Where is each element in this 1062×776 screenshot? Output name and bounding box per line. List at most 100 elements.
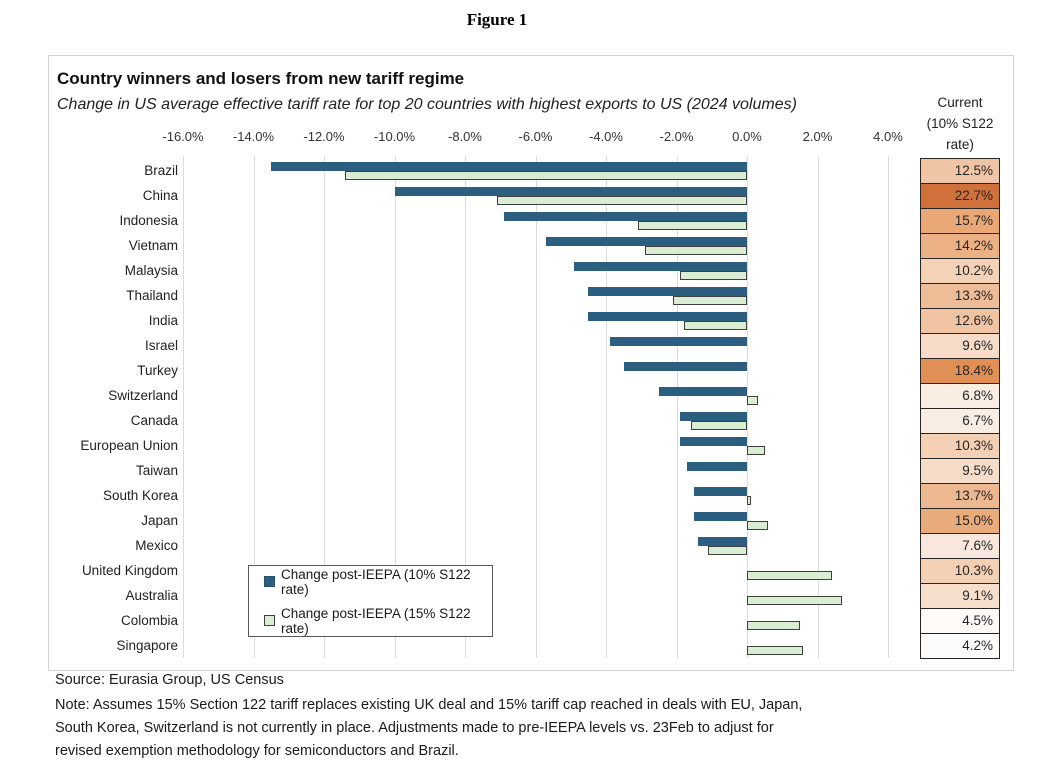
bar-15pct: [747, 621, 800, 630]
legend-label: Change post-IEEPA (10% S122 rate): [281, 566, 471, 597]
x-axis-tick-label: -8.0%: [448, 129, 482, 144]
bar-15pct: [747, 396, 758, 405]
bar-15pct: [683, 321, 747, 330]
bar-15pct: [672, 296, 747, 305]
rate-column-header-line: (10% S122: [926, 116, 994, 131]
rate-column-header-line: rate): [946, 137, 974, 152]
category-label: South Korea: [102, 488, 178, 503]
bar-10pct: [546, 237, 747, 246]
note-line: South Korea, Switzerland is not currentl…: [55, 720, 774, 736]
bar-15pct: [747, 446, 765, 455]
bar-10pct: [680, 437, 747, 446]
category-label: Indonesia: [119, 213, 178, 228]
bar-10pct: [574, 262, 747, 271]
gridline: [253, 156, 255, 658]
legend-entry: Change post-IEEPA (15% S122 rate): [264, 606, 492, 636]
gridline: [888, 156, 889, 658]
gridline: [324, 156, 325, 658]
bar-10pct: [503, 212, 747, 221]
category-label: Taiwan: [135, 463, 178, 478]
rate-cell: 13.7%: [920, 483, 1000, 509]
rate-cell: 18.4%: [920, 358, 1000, 384]
source-text: Source: Eurasia Group, US Census: [55, 672, 284, 688]
rate-cell: 22.7%: [920, 183, 1000, 209]
legend-swatch-green: [264, 615, 275, 626]
rate-cell: 4.2%: [920, 633, 1000, 659]
bar-10pct: [694, 487, 747, 496]
category-label: Colombia: [120, 613, 178, 628]
category-label: Australia: [125, 588, 178, 603]
bar-15pct: [747, 646, 804, 655]
rate-cell: 13.3%: [920, 283, 1000, 309]
bar-15pct: [496, 196, 747, 205]
rate-cell: 10.3%: [920, 558, 1000, 584]
x-axis-tick-label: -16.0%: [162, 129, 204, 144]
bar-15pct: [747, 521, 769, 530]
rate-cell: 15.7%: [920, 208, 1000, 234]
bar-15pct: [345, 171, 747, 180]
gridline: [535, 156, 537, 658]
rate-column-header-line: Current: [937, 95, 983, 110]
category-label: Malaysia: [124, 263, 178, 278]
x-axis-tick-label: -6.0%: [518, 129, 553, 144]
bar-15pct: [637, 221, 747, 230]
rate-cell: 10.2%: [920, 258, 1000, 284]
bar-10pct: [623, 362, 747, 371]
rate-cell: 10.3%: [920, 433, 1000, 459]
category-label: Israel: [144, 338, 178, 353]
x-axis-tick-label: 4.0%: [873, 129, 903, 144]
category-label: Vietnam: [128, 238, 178, 253]
bar-10pct: [697, 537, 747, 546]
category-label: Canada: [130, 413, 178, 428]
bar-10pct: [588, 312, 747, 321]
gridline: [817, 156, 819, 658]
category-label: Mexico: [135, 538, 178, 553]
gridline: [394, 156, 396, 658]
chart-subtitle: Change in US average effective tariff ra…: [57, 96, 797, 113]
rate-cell: 9.5%: [920, 458, 1000, 484]
bar-15pct: [644, 246, 747, 255]
bar-15pct: [747, 596, 843, 605]
category-label: European Union: [80, 438, 178, 453]
category-label: Switzerland: [108, 388, 178, 403]
x-axis-tick-label: -4.0%: [589, 129, 623, 144]
gridline: [465, 156, 466, 658]
bar-10pct: [271, 162, 747, 171]
category-label: Brazil: [144, 163, 178, 178]
note-text: Note: Assumes 15% Section 122 tariff rep…: [55, 694, 1015, 763]
gridline: [747, 156, 748, 658]
bar-10pct: [588, 287, 747, 296]
note-line: Note: Assumes 15% Section 122 tariff rep…: [55, 697, 803, 713]
bar-15pct: [708, 546, 747, 555]
rate-cell: 12.6%: [920, 308, 1000, 334]
x-axis-tick-label: 2.0%: [802, 129, 833, 144]
legend: Change post-IEEPA (10% S122 rate) Change…: [248, 565, 493, 637]
rate-cell: 12.5%: [920, 158, 1000, 184]
bar-10pct: [680, 412, 747, 421]
category-label: China: [142, 188, 178, 203]
bar-15pct: [690, 421, 747, 430]
rate-cell: 6.8%: [920, 383, 1000, 409]
category-label: Thailand: [126, 288, 178, 303]
chart-frame: [48, 55, 1014, 671]
bar-15pct: [747, 496, 751, 505]
chart-title: Country winners and losers from new tari…: [57, 69, 465, 88]
bar-15pct: [747, 571, 832, 580]
figure-label: Figure 1: [466, 10, 528, 29]
bar-15pct: [680, 271, 747, 280]
gridline: [606, 156, 607, 658]
x-axis-tick-label: 0.0%: [732, 129, 762, 144]
legend-swatch-blue: [264, 576, 275, 587]
note-line: revised exemption methodology for semico…: [55, 743, 459, 759]
category-label: Singapore: [116, 638, 178, 653]
category-label: Turkey: [137, 363, 178, 378]
rate-cell: 9.1%: [920, 583, 1000, 609]
rate-cell: 7.6%: [920, 533, 1000, 559]
gridline: [676, 156, 678, 658]
rate-cell: 14.2%: [920, 233, 1000, 259]
bar-10pct: [609, 337, 747, 346]
rate-column-header: Current (10% S122 rate): [906, 92, 1014, 155]
category-label: India: [148, 313, 178, 328]
category-label: Japan: [141, 513, 178, 528]
